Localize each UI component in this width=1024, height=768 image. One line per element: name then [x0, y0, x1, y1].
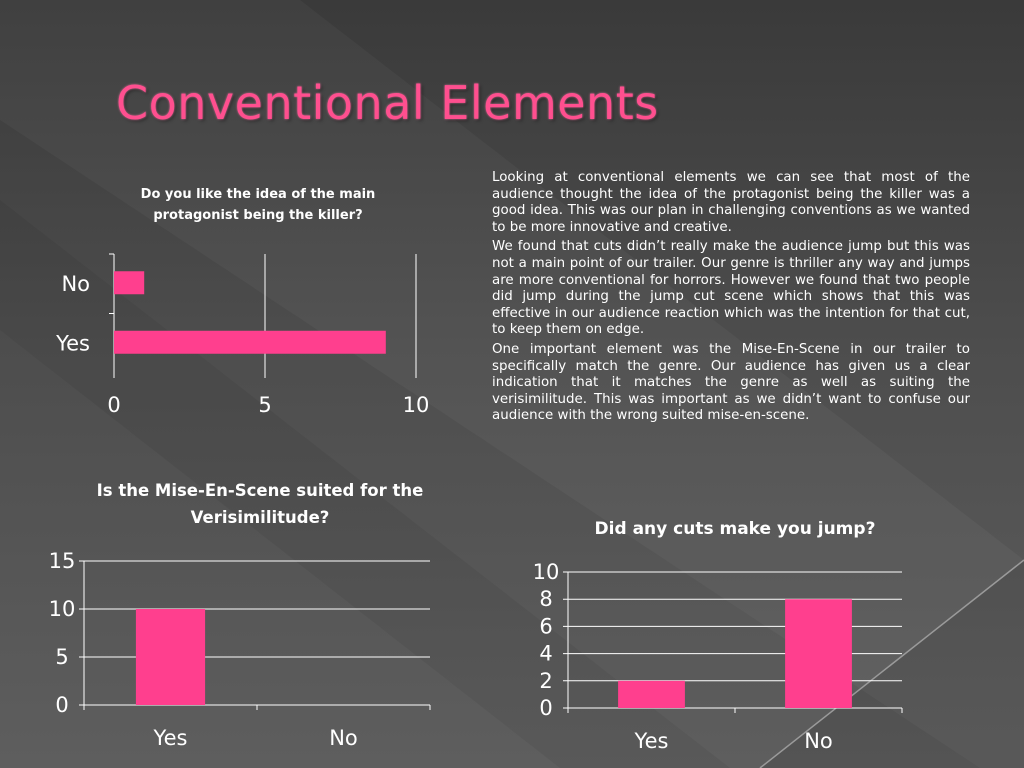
- tick-label: 0: [107, 393, 120, 417]
- category-label: No: [804, 729, 833, 753]
- tick-label: 0: [539, 696, 552, 720]
- tick-label: 4: [539, 642, 552, 666]
- chart-title-protagonist: Do you like the idea of the main protago…: [140, 187, 376, 223]
- bar: [785, 599, 852, 708]
- category-label: Yes: [153, 726, 188, 750]
- body-text: Looking at conventional elements we can …: [492, 170, 970, 428]
- tick-label: 8: [539, 587, 552, 611]
- background-diagonal-line: [759, 559, 1024, 768]
- category-label: Yes: [634, 729, 669, 753]
- category-label: No: [61, 272, 90, 296]
- tick-label: 2: [539, 669, 552, 693]
- paragraph-conventions: Looking at conventional elements we can …: [492, 170, 970, 235]
- chart-title-mise-en-scene: Is the Mise-En-Scene suited for the Veri…: [96, 481, 424, 527]
- tick-label: 5: [55, 645, 68, 669]
- chart-title-cuts: Did any cuts make you jump?: [594, 519, 876, 539]
- bar: [618, 680, 685, 708]
- tick-label: 15: [49, 549, 76, 573]
- category-label: No: [329, 726, 358, 750]
- tick-label: 10: [49, 597, 76, 621]
- bar: [135, 609, 206, 705]
- bar: [114, 330, 386, 354]
- tick-label: 10: [403, 393, 430, 417]
- tick-label: 6: [539, 614, 552, 638]
- category-label: Yes: [55, 331, 90, 355]
- page-title: Conventional Elements: [116, 76, 659, 130]
- paragraph-cuts: We found that cuts didn’t really make th…: [492, 239, 970, 338]
- tick-label: 5: [258, 393, 271, 417]
- tick-label: 0: [55, 693, 68, 717]
- paragraph-mise-en-scene: One important element was the Mise-En-Sc…: [492, 341, 970, 424]
- bar: [114, 271, 145, 295]
- tick-label: 10: [533, 560, 560, 584]
